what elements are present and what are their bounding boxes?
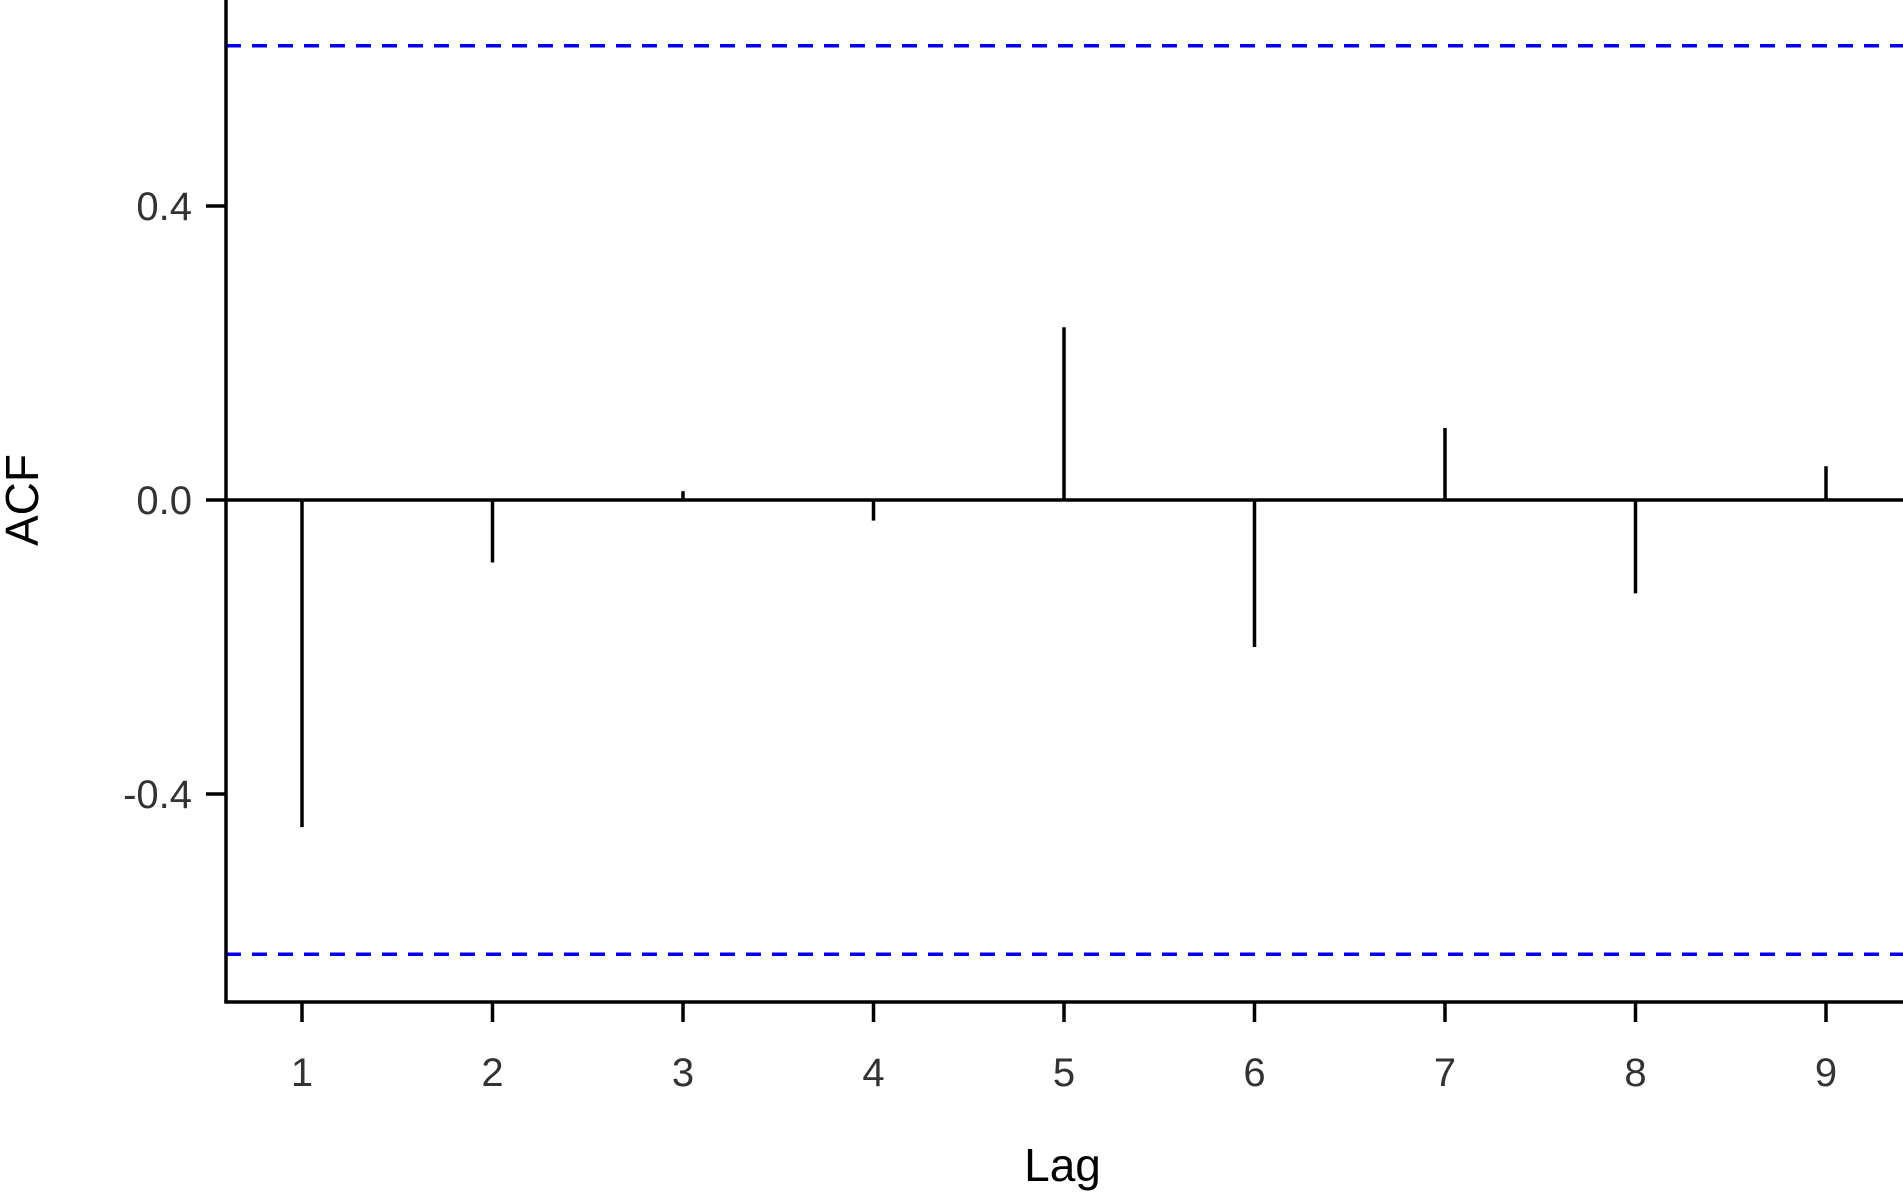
y-axis-ticks: -0.4 0.0 0.4 [123, 185, 226, 817]
confidence-bounds [226, 44, 1903, 956]
y-tick-label: -0.4 [123, 773, 192, 817]
x-tick-label: 7 [1434, 1051, 1456, 1095]
x-tick-label: 4 [862, 1051, 884, 1095]
x-tick-label: 1 [291, 1051, 313, 1095]
x-axis-label: Lag [1024, 1139, 1101, 1191]
x-tick-label: 9 [1815, 1051, 1837, 1095]
x-tick-label: 3 [672, 1051, 694, 1095]
y-tick-label: 0.0 [136, 479, 192, 523]
acf-bars [300, 327, 1828, 828]
x-tick-label: 8 [1624, 1051, 1646, 1095]
y-axis-label: ACF [0, 454, 48, 546]
y-tick-label: 0.4 [136, 185, 192, 229]
x-tick-label: 5 [1053, 1051, 1075, 1095]
x-tick-label: 6 [1243, 1051, 1265, 1095]
x-axis-ticks: 1 2 3 4 5 6 7 8 9 [291, 1002, 1837, 1095]
x-tick-label: 2 [481, 1051, 503, 1095]
